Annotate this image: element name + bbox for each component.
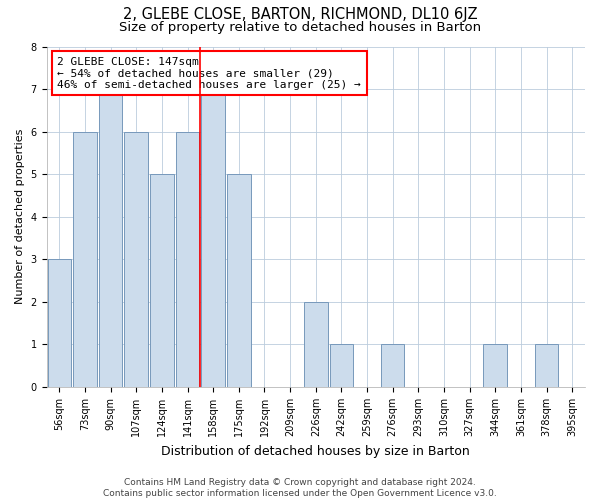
Bar xyxy=(176,132,199,387)
Bar xyxy=(124,132,148,387)
Text: Contains HM Land Registry data © Crown copyright and database right 2024.
Contai: Contains HM Land Registry data © Crown c… xyxy=(103,478,497,498)
Bar xyxy=(99,89,122,387)
Bar xyxy=(202,89,225,387)
Bar xyxy=(73,132,97,387)
Bar xyxy=(304,302,328,387)
Bar xyxy=(484,344,507,387)
Bar xyxy=(150,174,174,387)
X-axis label: Distribution of detached houses by size in Barton: Distribution of detached houses by size … xyxy=(161,444,470,458)
Text: 2 GLEBE CLOSE: 147sqm
← 54% of detached houses are smaller (29)
46% of semi-deta: 2 GLEBE CLOSE: 147sqm ← 54% of detached … xyxy=(57,56,361,90)
Text: Size of property relative to detached houses in Barton: Size of property relative to detached ho… xyxy=(119,21,481,34)
Bar xyxy=(329,344,353,387)
Bar xyxy=(535,344,559,387)
Y-axis label: Number of detached properties: Number of detached properties xyxy=(15,129,25,304)
Bar xyxy=(381,344,404,387)
Text: 2, GLEBE CLOSE, BARTON, RICHMOND, DL10 6JZ: 2, GLEBE CLOSE, BARTON, RICHMOND, DL10 6… xyxy=(122,8,478,22)
Bar xyxy=(227,174,251,387)
Bar xyxy=(47,260,71,387)
